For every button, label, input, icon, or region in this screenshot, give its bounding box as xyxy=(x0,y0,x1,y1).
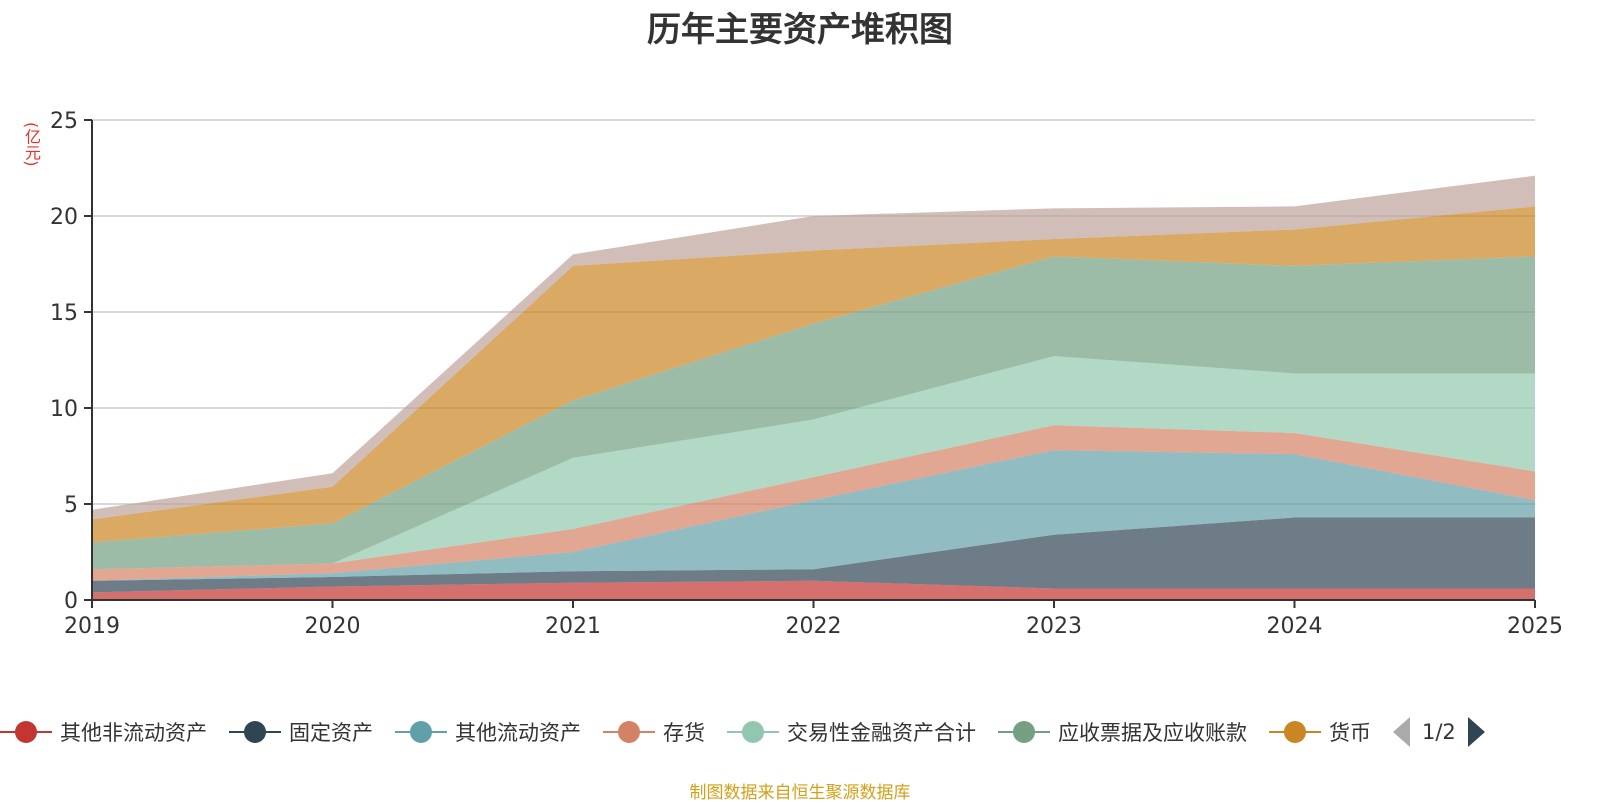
legend-marker-icon xyxy=(1269,720,1321,744)
y-tick-label: 10 xyxy=(50,397,78,422)
area-series-4[interactable] xyxy=(92,356,1535,570)
y-axis-unit-label: (亿元) xyxy=(22,122,41,167)
legend-label: 其他流动资产 xyxy=(455,721,581,745)
legend-page-indicator: 1/2 xyxy=(1422,720,1456,744)
x-tick-label: 2023 xyxy=(1026,614,1082,639)
legend-item-1[interactable]: 固定资产 xyxy=(229,717,373,747)
area-series-2[interactable] xyxy=(92,450,1535,581)
legend: 其他非流动资产 固定资产 其他流动资产 存货 交易性金融资产合计 应收票据及应收账款 货币 … xyxy=(0,712,1600,752)
legend-item-5[interactable]: 应收票据及应收账款 xyxy=(998,717,1247,747)
legend-marker-icon xyxy=(998,720,1050,744)
chart-title: 历年主要资产堆积图 xyxy=(647,10,953,50)
x-tick-label: 2021 xyxy=(545,614,601,639)
x-tick-label: 2020 xyxy=(305,614,361,639)
y-tick-label: 25 xyxy=(50,109,78,134)
legend-label: 固定资产 xyxy=(289,721,373,745)
area-series-7[interactable] xyxy=(92,175,1535,520)
legend-item-2[interactable]: 其他流动资产 xyxy=(395,717,581,747)
area-series-1[interactable] xyxy=(92,517,1535,593)
area-series-0[interactable] xyxy=(92,580,1535,600)
legend-label: 货币 xyxy=(1329,721,1371,745)
legend-next-page-icon[interactable] xyxy=(1467,717,1485,747)
area-series-5[interactable] xyxy=(92,256,1535,570)
legend-marker-icon xyxy=(229,720,281,744)
y-tick-label: 15 xyxy=(50,301,78,326)
x-tick-label: 2019 xyxy=(64,614,120,639)
legend-label: 存货 xyxy=(663,721,705,745)
legend-marker-icon xyxy=(395,720,447,744)
legend-marker-icon xyxy=(727,720,779,744)
legend-label: 应收票据及应收账款 xyxy=(1058,721,1247,745)
legend-marker-icon xyxy=(603,720,655,744)
legend-pager: 1/2 xyxy=(1393,717,1485,747)
legend-marker-icon xyxy=(0,720,52,744)
y-tick-label: 5 xyxy=(64,493,78,518)
y-tick-label: 0 xyxy=(64,589,78,614)
x-tick-label: 2025 xyxy=(1507,614,1563,639)
legend-label: 其他非流动资产 xyxy=(60,721,207,745)
source-note: 制图数据来自恒生聚源数据库 xyxy=(689,783,911,803)
area-series xyxy=(92,175,1535,600)
legend-item-0[interactable]: 其他非流动资产 xyxy=(0,717,207,747)
x-tick-label: 2024 xyxy=(1267,614,1323,639)
legend-label: 交易性金融资产合计 xyxy=(787,721,976,745)
legend-item-4[interactable]: 交易性金融资产合计 xyxy=(727,717,976,747)
y-tick-label: 20 xyxy=(50,205,78,230)
legend-prev-page-icon[interactable] xyxy=(1393,717,1410,747)
x-tick-label: 2022 xyxy=(786,614,842,639)
area-series-6[interactable] xyxy=(92,206,1535,543)
legend-item-6[interactable]: 货币 xyxy=(1269,717,1371,747)
legend-item-3[interactable]: 存货 xyxy=(603,717,705,747)
